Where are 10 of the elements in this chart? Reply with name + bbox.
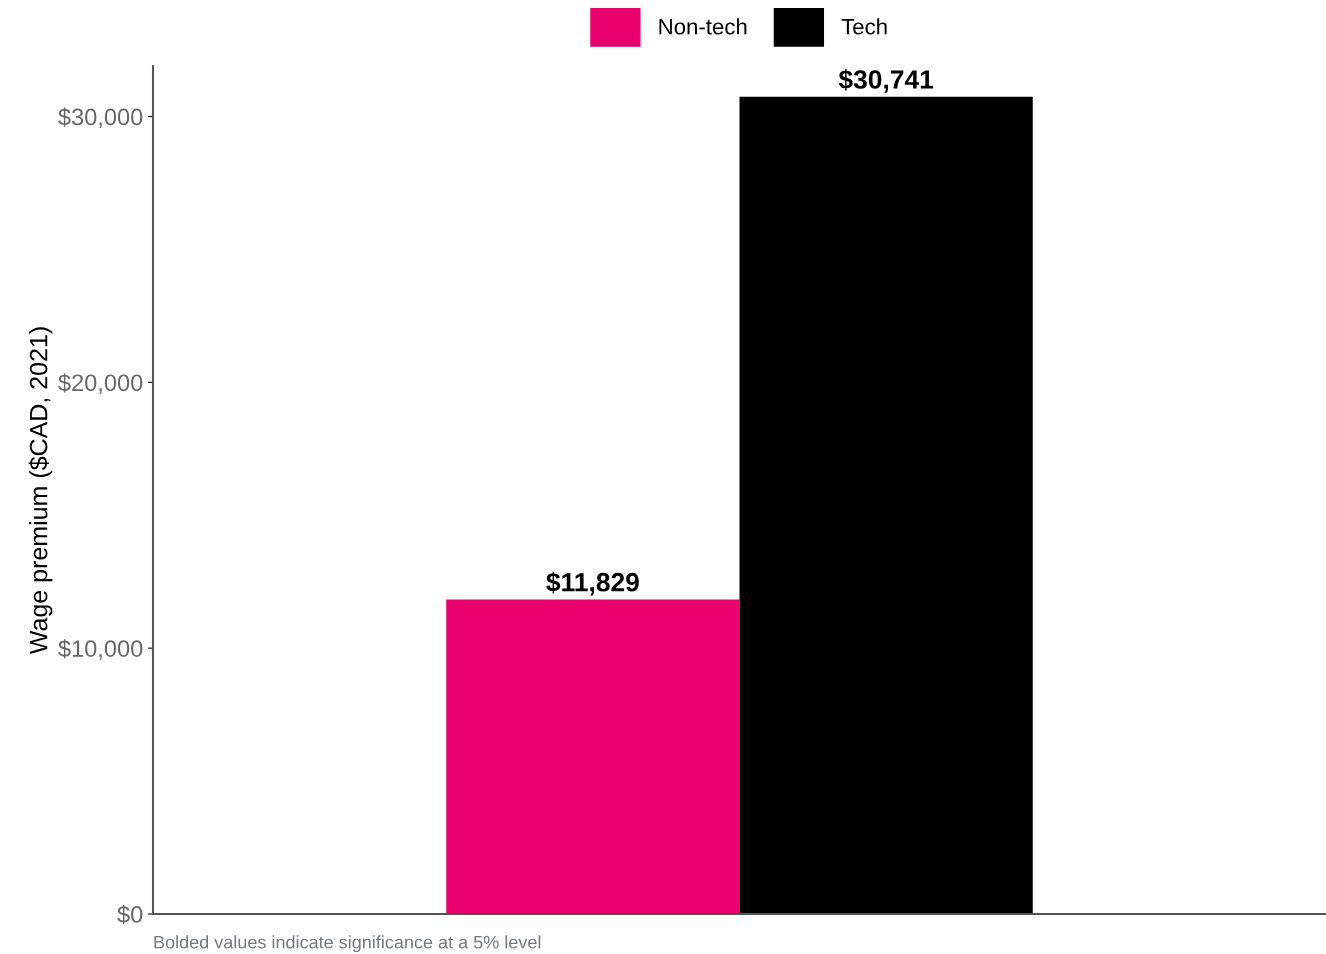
y-tick-label: $30,000 [58,107,143,129]
data-label: $30,741 [838,68,934,93]
legend-label: Tech [841,18,887,35]
text: Bolded values indicate significance at a 5% level [154,935,541,953]
data-label: $11,829 [546,571,639,596]
y-axis-title: Wage premium ($CAD, 2021) [28,327,53,655]
legend-label: Non-tech [659,18,747,35]
y-tick-label: $10,000 [58,639,143,660]
y-tick-label: $20,000 [58,373,143,394]
y-tick-label: $0 [117,905,143,925]
